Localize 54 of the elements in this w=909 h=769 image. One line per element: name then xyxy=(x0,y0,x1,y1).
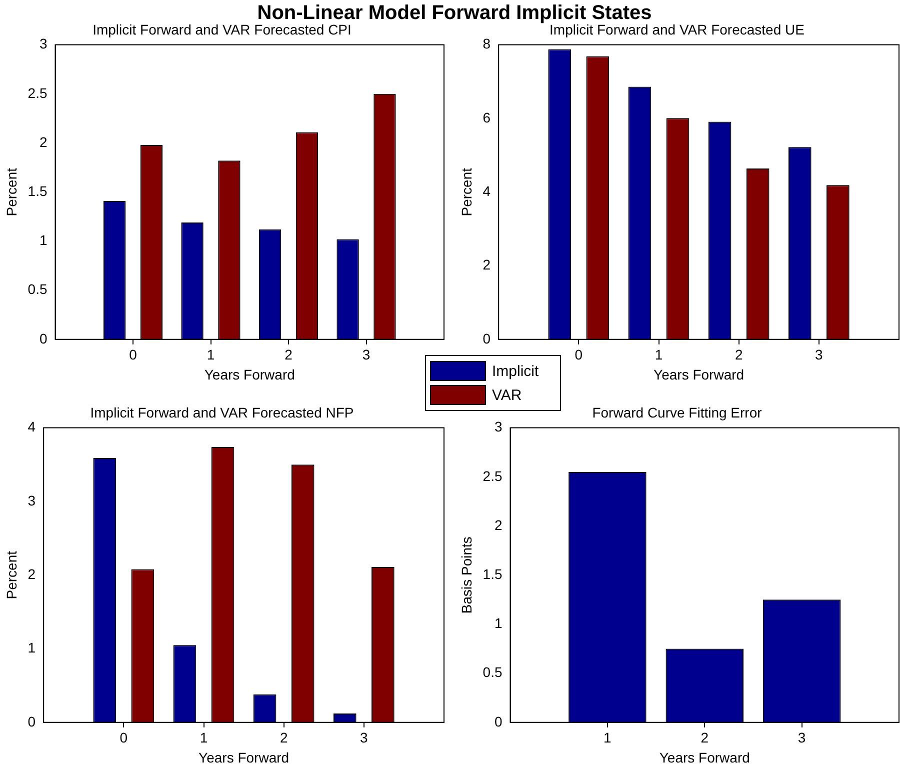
x-tick-label: 0 xyxy=(574,346,583,363)
chart-title: Implicit Forward and VAR Forecasted UE xyxy=(550,21,804,38)
x-tick-label: 2 xyxy=(280,730,288,746)
y-tick-label: 1 xyxy=(494,615,502,632)
y-tick-label: 0.5 xyxy=(482,664,502,680)
x-tick-label: 2 xyxy=(734,346,743,363)
y-tick-label: 2 xyxy=(494,516,502,533)
x-axis-title: Years Forward xyxy=(654,366,744,382)
y-tick-label: 6 xyxy=(482,109,491,126)
legend-label: Implicit xyxy=(492,362,539,380)
x-tick-label: 1 xyxy=(200,730,208,746)
x-tick-label: 2 xyxy=(284,346,293,363)
y-tick-label: 0.5 xyxy=(28,281,48,298)
y-tick-label: 1 xyxy=(39,232,48,248)
y-axis-title: Percent xyxy=(458,168,474,216)
y-tick-label: 3 xyxy=(28,492,36,508)
x-tick-label: 1 xyxy=(206,346,215,363)
x-tick-label: 1 xyxy=(604,730,612,746)
y-tick-label: 2 xyxy=(28,566,36,582)
y-axis-title: Basis Points xyxy=(458,536,474,614)
x-axis-title: Years Forward xyxy=(659,749,750,766)
y-axis-title: Percent xyxy=(3,550,20,600)
chart-title: Implicit Forward and VAR Forecasted CPI xyxy=(92,21,352,38)
y-axis-title: Percent xyxy=(3,168,20,216)
text: Non-Linear Model Forward Implicit States xyxy=(256,2,653,24)
x-tick-label: 3 xyxy=(798,730,806,746)
y-tick-label: 2.5 xyxy=(482,468,502,484)
chart-title: Implicit Forward and VAR Forecasted NFP xyxy=(90,404,354,420)
y-tick-label: 1 xyxy=(28,640,36,656)
y-tick-label: 0 xyxy=(494,713,502,730)
x-tick-label: 3 xyxy=(362,346,370,363)
chart-title: Forward Curve Fitting Error xyxy=(592,404,762,420)
y-tick-label: 3 xyxy=(39,36,48,52)
y-tick-label: 2 xyxy=(39,134,48,150)
y-tick-label: 8 xyxy=(482,36,491,52)
legend-label: VAR xyxy=(492,386,522,404)
x-tick-label: 0 xyxy=(120,730,128,746)
y-tick-label: 1.5 xyxy=(28,182,48,199)
x-axis-title: Years Forward xyxy=(198,749,290,766)
x-tick-label: 0 xyxy=(129,346,138,363)
x-tick-label: 3 xyxy=(360,730,368,746)
y-tick-label: 0 xyxy=(482,330,491,346)
y-tick-label: 3 xyxy=(494,418,502,435)
y-tick-label: 2.5 xyxy=(28,84,48,101)
y-tick-label: 4 xyxy=(482,182,491,199)
y-tick-label: 1.5 xyxy=(482,566,502,582)
y-tick-label: 0 xyxy=(28,713,36,730)
y-tick-label: 2 xyxy=(482,256,491,273)
x-axis-title: Years Forward xyxy=(204,366,295,382)
x-tick-label: 1 xyxy=(654,346,663,363)
x-tick-label: 3 xyxy=(815,346,824,363)
y-tick-label: 4 xyxy=(28,418,36,435)
y-tick-label: 0 xyxy=(39,330,48,346)
x-tick-label: 2 xyxy=(700,730,709,746)
